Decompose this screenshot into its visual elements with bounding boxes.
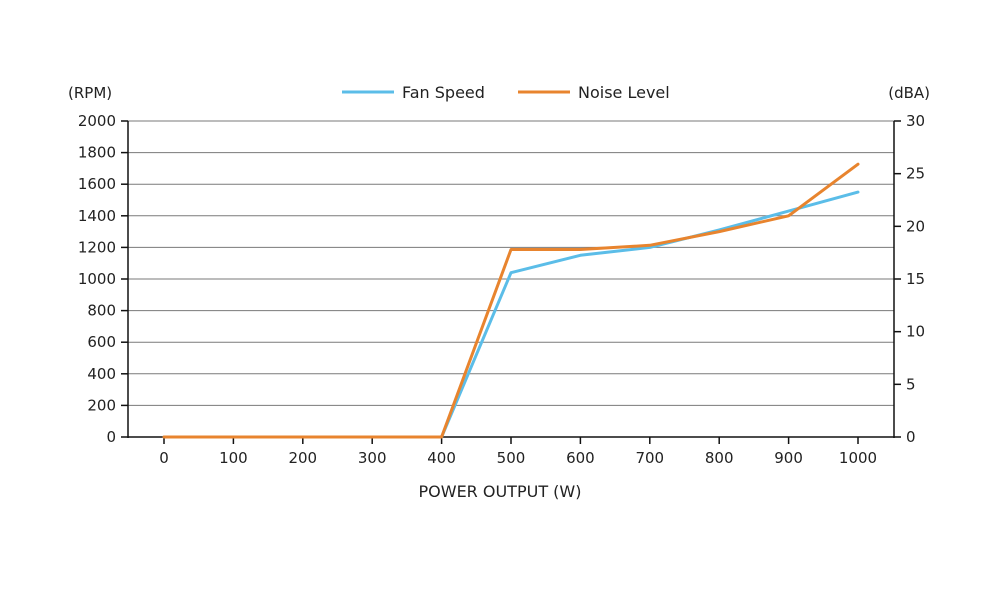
x-tick-label-1: 100 [219, 449, 248, 467]
x-tick-label-2: 200 [288, 449, 317, 467]
x-axis-title: POWER OUTPUT (W) [419, 482, 582, 501]
x-tick-label-9: 900 [774, 449, 803, 467]
y-right-tick-label-1: 5 [906, 375, 916, 393]
y-right-tick-label-5: 25 [906, 165, 925, 183]
y-left-tick-label-1: 200 [87, 396, 116, 414]
grid [128, 120, 894, 438]
y-left-tick-label-3: 600 [87, 333, 116, 351]
y-left-tick-label-6: 1200 [78, 238, 116, 256]
x-tick-label-7: 700 [635, 449, 664, 467]
x-tick-label-5: 500 [497, 449, 526, 467]
y-right-tick-label-6: 30 [906, 112, 925, 130]
y-left-tick-label-7: 1400 [78, 207, 116, 225]
x-tick-label-6: 600 [566, 449, 595, 467]
y-left-tick-label-9: 1800 [78, 144, 116, 162]
y-left-tick-label-2: 400 [87, 365, 116, 383]
y-left-tick-label-8: 1600 [78, 175, 116, 193]
x-tick-label-10: 1000 [839, 449, 877, 467]
y-left-tick-label-0: 0 [106, 428, 116, 446]
y-left-tick-label-10: 2000 [78, 112, 116, 130]
axes: 0200400600800100012001400160018002000051… [78, 112, 925, 467]
legend-label-fan-speed: Fan Speed [402, 83, 485, 102]
y-left-axis-label: (RPM) [68, 84, 112, 102]
x-tick-label-8: 800 [705, 449, 734, 467]
series-line-fan-speed [162, 190, 860, 439]
x-tick-label-4: 400 [427, 449, 456, 467]
y-right-tick-label-4: 20 [906, 217, 925, 235]
x-tick-label-0: 0 [159, 449, 169, 467]
y-right-tick-label-3: 15 [906, 270, 925, 288]
y-right-tick-label-0: 0 [906, 428, 916, 446]
legend-label-noise-level: Noise Level [578, 83, 670, 102]
y-left-tick-label-5: 1000 [78, 270, 116, 288]
y-left-tick-label-4: 800 [87, 302, 116, 320]
x-tick-label-3: 300 [358, 449, 387, 467]
y-right-axis-label: (dBA) [888, 84, 930, 102]
legend: Fan Speed Noise Level [342, 83, 670, 102]
series-line-noise-level [162, 162, 860, 439]
series [162, 162, 860, 439]
y-right-tick-label-2: 10 [906, 323, 925, 341]
